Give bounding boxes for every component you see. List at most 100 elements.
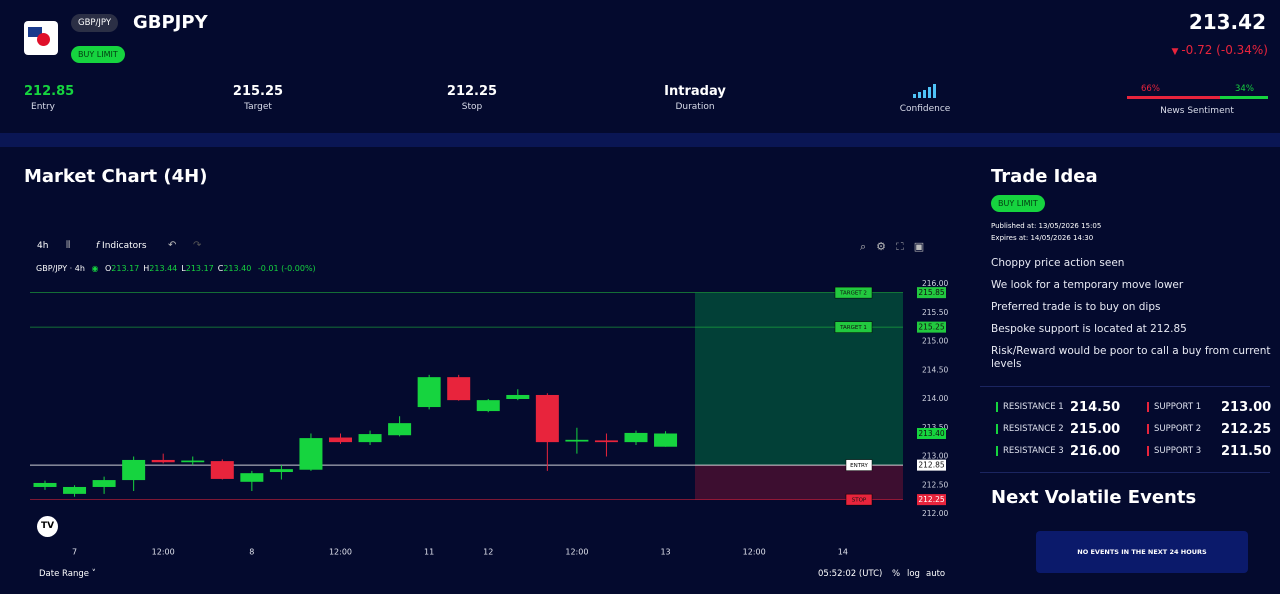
candle-body <box>33 482 57 487</box>
legend-value: 213.44 <box>149 264 178 273</box>
level-value: 216.00 <box>1070 444 1121 459</box>
level-marker <box>1147 402 1149 412</box>
price: 213.42 <box>1188 10 1266 34</box>
legend-key: L <box>181 264 186 273</box>
y-tick-label: 213.50 <box>922 423 948 432</box>
sentiment-bar <box>1127 96 1268 99</box>
level-marker <box>996 402 998 412</box>
last-price: 213.40 <box>918 429 944 438</box>
date-range-button[interactable]: Date Range ˅ <box>39 569 96 579</box>
stat-value: 212.85 <box>24 84 75 99</box>
auto-button[interactable]: auto <box>926 569 946 579</box>
signal-button[interactable]: BUY LIMIT <box>71 46 125 63</box>
level-value: 215.00 <box>1070 422 1121 437</box>
x-tick-label: 12:00 <box>743 548 766 557</box>
bullish-label: 34% <box>1235 84 1254 94</box>
bearish-label: 66% <box>1141 84 1160 94</box>
level-marker <box>996 446 998 456</box>
level-tag-box <box>845 493 873 506</box>
bullish-bar <box>1220 96 1268 99</box>
separator <box>980 472 1270 473</box>
x-tick-label: 12:00 <box>329 548 352 557</box>
level-price: 212.25 <box>918 495 944 504</box>
chart-legend: GBP/JPY · 4h ◉ O213.17 H213.44 L213.17 C213… <box>36 264 316 273</box>
trade-idea-title: Trade Idea <box>991 166 1098 187</box>
level-tag: TARGET 1 <box>839 325 867 331</box>
percent-button[interactable]: % <box>892 569 901 579</box>
legend-value: 213.17 <box>185 264 214 273</box>
trade-point: Risk/Reward would be poor to call a buy … <box>991 345 1271 370</box>
level-marker <box>996 424 998 434</box>
tool-icons[interactable]: ⌕⚙⛶▣ <box>860 240 935 253</box>
level-tag-box <box>834 286 873 299</box>
level-value: 212.25 <box>1221 422 1272 437</box>
legend-value: 213.17 <box>111 264 140 273</box>
candle-body <box>299 438 323 470</box>
x-tick-label: 12 <box>483 548 493 557</box>
redo-button[interactable]: ↷ <box>193 240 202 251</box>
level-price-box <box>917 287 946 299</box>
stat-value: 215.25 <box>232 84 284 99</box>
level-label: SUPPORT 3 <box>1154 446 1202 456</box>
undo-button[interactable]: ↶ <box>168 240 177 251</box>
candle-type-button[interactable]: ⫴ <box>66 240 71 251</box>
y-tick-label: 214.00 <box>922 394 948 403</box>
candle-body <box>269 469 293 473</box>
level-value: 213.00 <box>1221 400 1272 415</box>
legend-change: -0.01 (-0.00%) <box>257 264 316 273</box>
trade-point: We look for a temporary move lower <box>991 279 1184 291</box>
stat-label: Duration <box>675 102 715 112</box>
level-label: SUPPORT 2 <box>1154 424 1202 434</box>
candle-body <box>535 394 559 443</box>
candle-body <box>181 460 205 463</box>
candle-body <box>594 440 618 443</box>
x-tick-label: 11 <box>424 548 434 557</box>
level-marker <box>1147 446 1149 456</box>
candle-body <box>122 459 146 481</box>
level-price: 212.85 <box>918 461 944 470</box>
x-tick-label: 8 <box>249 548 254 557</box>
profit-zone <box>695 292 903 466</box>
candle-body <box>565 439 589 442</box>
y-tick-label: 212.50 <box>922 480 948 489</box>
level-price: 215.85 <box>918 288 944 297</box>
level-label: SUPPORT 1 <box>1154 402 1202 412</box>
candle-body <box>417 377 441 408</box>
clock: 05:52:02 (UTC) <box>818 569 883 579</box>
date-range: Date Range <box>39 569 89 579</box>
trade-point: Choppy price action seen <box>991 257 1125 269</box>
candle-body <box>240 473 264 482</box>
trade-point: Preferred trade is to buy on dips <box>991 301 1161 313</box>
x-tick-label: 13 <box>660 548 670 557</box>
x-tick-label: 12:00 <box>152 548 175 557</box>
candle-body <box>210 461 234 479</box>
legend-key: O <box>104 264 112 273</box>
y-tick-label: 214.50 <box>922 365 948 374</box>
legend-key: H <box>143 264 150 273</box>
signal-button[interactable]: BUY LIMIT <box>991 195 1045 212</box>
candle-body <box>654 433 678 447</box>
price-change: ▼ -0.72 (-0.34%) <box>1171 43 1268 57</box>
candle-body <box>151 459 175 463</box>
y-tick-label: 215.50 <box>922 308 948 317</box>
chart-title: Market Chart (4H) <box>24 166 208 187</box>
flag-icon <box>24 21 58 55</box>
stat-label: Confidence <box>899 104 951 114</box>
change-text: -0.72 (-0.34%) <box>1181 43 1268 57</box>
interval-button[interactable]: 4h <box>37 241 49 251</box>
symbol: GBPJPY <box>133 12 208 33</box>
indicators-button[interactable]: f Indicators <box>96 241 147 251</box>
level-value: 211.50 <box>1221 444 1272 459</box>
level-marker <box>1147 424 1149 434</box>
log-button[interactable]: log <box>907 569 920 579</box>
stat-label: Entry <box>31 102 55 112</box>
level-tag: STOP <box>852 498 867 504</box>
level-price-box <box>917 494 946 506</box>
x-tick-label: 14 <box>838 548 848 557</box>
level-label: RESISTANCE 1 <box>1003 402 1064 412</box>
divider <box>0 133 1280 147</box>
legend-key: C <box>217 264 224 273</box>
level-tag: TARGET 2 <box>839 291 867 297</box>
last-price-box <box>917 428 946 439</box>
